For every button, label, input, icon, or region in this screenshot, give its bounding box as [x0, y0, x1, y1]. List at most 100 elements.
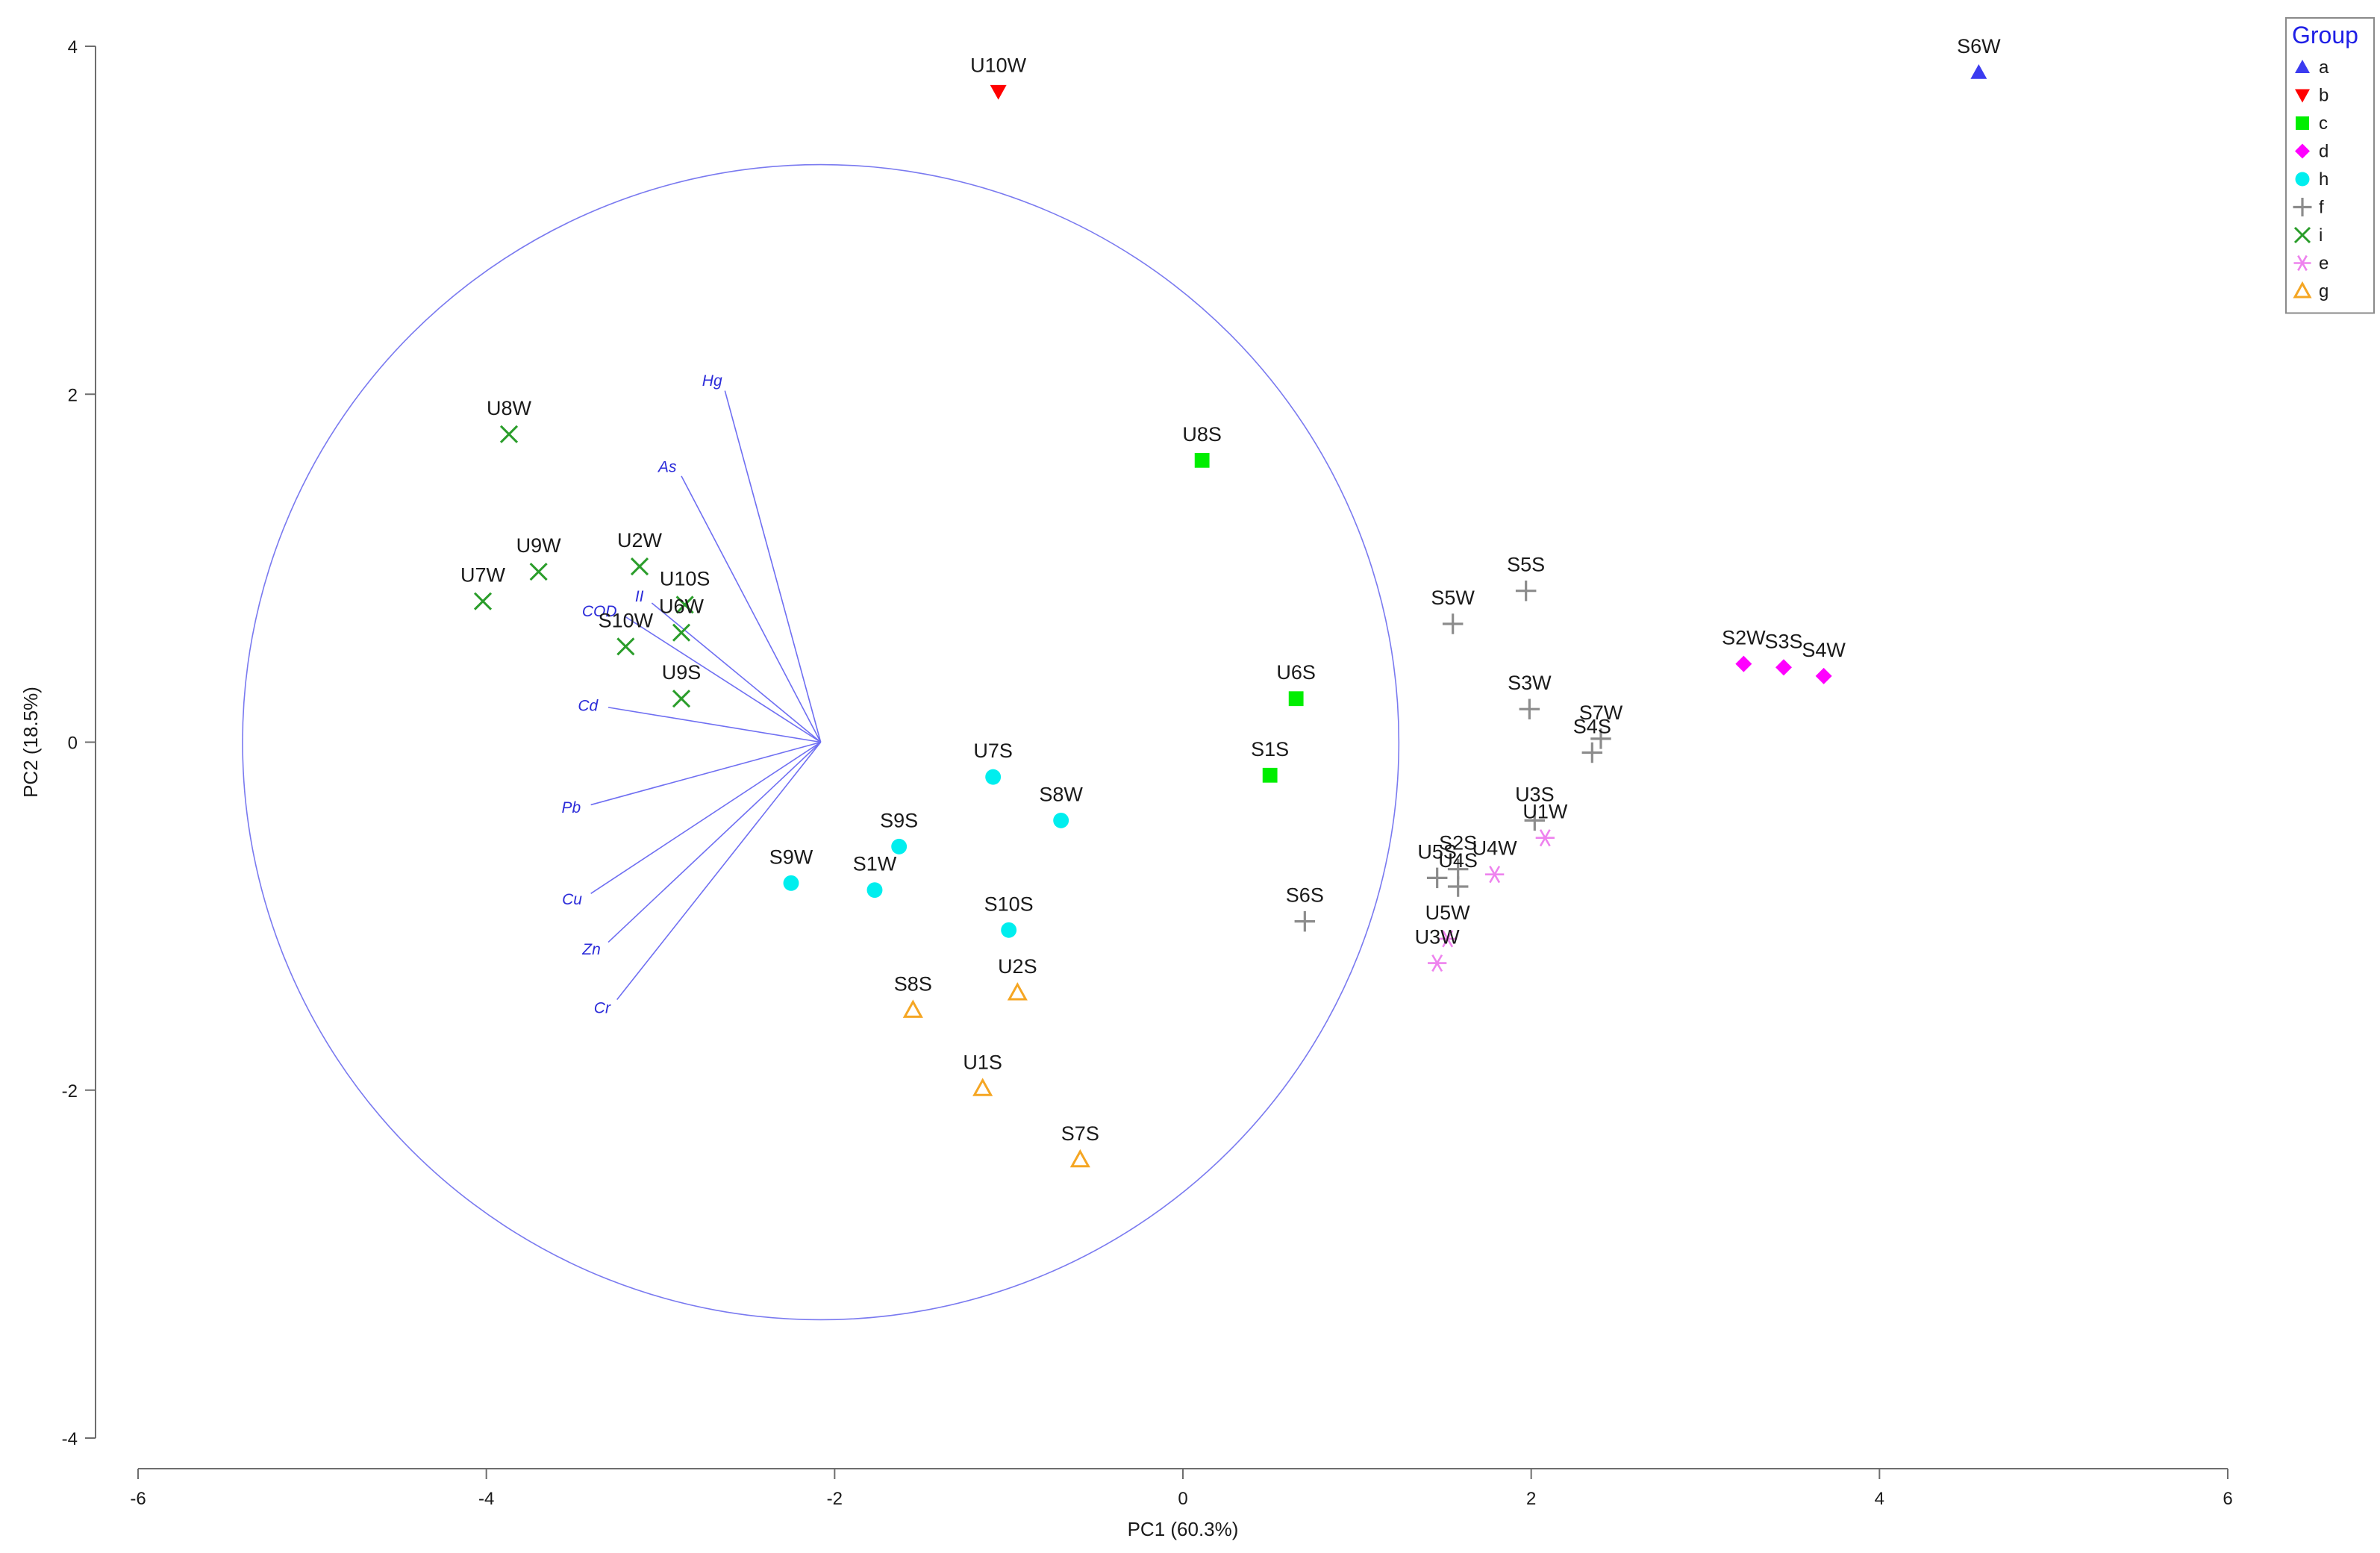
y-tick-label: 4 [68, 37, 78, 57]
point-s7w [1590, 728, 1611, 749]
marker-shape [1815, 667, 1832, 684]
point-label-u2s: U2S [998, 955, 1037, 978]
y-tick-label: -2 [62, 1081, 78, 1102]
point-u8s [1194, 452, 1210, 468]
x-tick-label: 6 [2223, 1489, 2232, 1509]
point-s9w [783, 875, 799, 891]
loading-vectors: Hg As II COD Cd Pb Cu Zn Cr [561, 372, 822, 1017]
point-label-u7s: U7S [973, 740, 1013, 762]
point-label-s1s: S1S [1251, 738, 1289, 760]
marker-stroke [675, 596, 694, 614]
point-label-s6s: S6S [1286, 884, 1324, 907]
loading-label: Cu [562, 891, 582, 908]
marker-shape [783, 875, 799, 891]
point-s8s [902, 999, 923, 1018]
point-s1s [1262, 767, 1278, 783]
point-label-u5s: U5S [1417, 840, 1457, 863]
point-label-u6s: U6S [1276, 661, 1316, 684]
x-tick-label: 4 [1875, 1489, 1884, 1509]
point-s2w [1735, 655, 1752, 672]
point-label-s7s: S7S [1061, 1122, 1099, 1145]
loading-vector-as [681, 475, 822, 743]
x-axis-title: PC1 (60.3%) [1128, 1518, 1239, 1540]
marker-stroke [529, 562, 548, 581]
point-s10s [1001, 922, 1017, 938]
point-u5w [1438, 930, 1458, 948]
marker-shape [990, 84, 1007, 100]
point-label-u2w: U2W [617, 529, 663, 551]
marker-stroke [2297, 254, 2308, 272]
marker-shape [1970, 63, 1987, 79]
point-label-u1w: U1W [1522, 801, 1568, 823]
point-label-s9w: S9W [769, 846, 813, 868]
legend-marker-e [2293, 254, 2311, 272]
loading-label: Cd [578, 698, 599, 715]
legend-label-f: f [2319, 198, 2324, 218]
marker-shape [1775, 659, 1792, 676]
marker-shape [2295, 60, 2310, 73]
legend-marker-i [2293, 226, 2311, 244]
legend-marker-a [2295, 60, 2310, 73]
legend-label-a: a [2319, 57, 2329, 78]
loading-label: Cr [594, 1000, 611, 1017]
y-tick-label: -4 [62, 1429, 78, 1449]
y-axis-title: PC2 (18.5%) [19, 687, 42, 798]
point-s2s [1447, 858, 1469, 880]
point-s6s [1294, 910, 1316, 932]
point-label-s3w: S3W [1508, 672, 1552, 694]
point-u6s [1288, 691, 1304, 707]
marker-shape [1001, 922, 1017, 938]
point-label-s4w: S4W [1802, 639, 1846, 661]
legend-marker-b [2295, 89, 2310, 103]
marker-shape [1069, 1149, 1090, 1168]
point-label-u4s: U4S [1438, 849, 1478, 872]
loading-vector-ii [651, 602, 822, 743]
correlation-circle [242, 163, 1400, 1321]
point-s5w [1442, 613, 1464, 634]
marker-shape [1194, 452, 1210, 468]
marker-shape [2293, 281, 2312, 299]
marker-stroke [1489, 866, 1501, 884]
point-u1s [972, 1078, 993, 1096]
legend-title: Group [2292, 22, 2358, 49]
marker-stroke [672, 623, 691, 642]
loading-label: COD [582, 603, 617, 620]
loading-vector-zn [608, 741, 822, 943]
point-u6w [672, 623, 691, 642]
point-label-u9w: U9W [516, 534, 562, 557]
loading-vector-hg [724, 390, 822, 743]
loading-vector-cu [590, 741, 822, 894]
legend-label-b: b [2319, 86, 2329, 106]
legend-label-g: g [2319, 281, 2329, 301]
legend-label-c: c [2319, 113, 2328, 134]
point-u4w [1485, 866, 1505, 884]
point-label-u3w: U3W [1415, 926, 1461, 949]
marker-shape [2296, 116, 2309, 130]
marker-shape [2295, 172, 2310, 187]
point-label-s5w: S5W [1431, 587, 1475, 609]
point-s6w [1970, 63, 1987, 79]
marker-stroke [1431, 954, 1443, 972]
point-label-s8w: S8W [1039, 783, 1083, 805]
point-s4s [1581, 742, 1603, 763]
axes: -6 -4 -2 0 2 4 6 -4 -2 0 2 4 PC1 (60.3%) PC2 (18.5%) [19, 37, 2233, 1540]
point-label-s2w: S2W [1722, 627, 1766, 649]
loading-label: Zn [581, 941, 601, 958]
loading-vector-pb [590, 741, 821, 806]
point-label-s1w: S1W [853, 853, 897, 875]
point-u1w [1535, 829, 1555, 847]
loading-label: II [635, 588, 644, 605]
marker-shape [891, 838, 908, 854]
legend-marker-d [2295, 143, 2310, 159]
point-s3s [1775, 659, 1792, 676]
marker-shape [1735, 655, 1752, 672]
point-label-s10s: S10S [984, 893, 1034, 915]
point-u2s [1007, 982, 1028, 1001]
point-label-s5s: S5S [1507, 554, 1545, 576]
point-u8w [499, 425, 519, 443]
point-label-s3s: S3S [1764, 630, 1802, 652]
point-label-s4s: S4S [1573, 715, 1611, 737]
marker-shape [866, 882, 883, 899]
